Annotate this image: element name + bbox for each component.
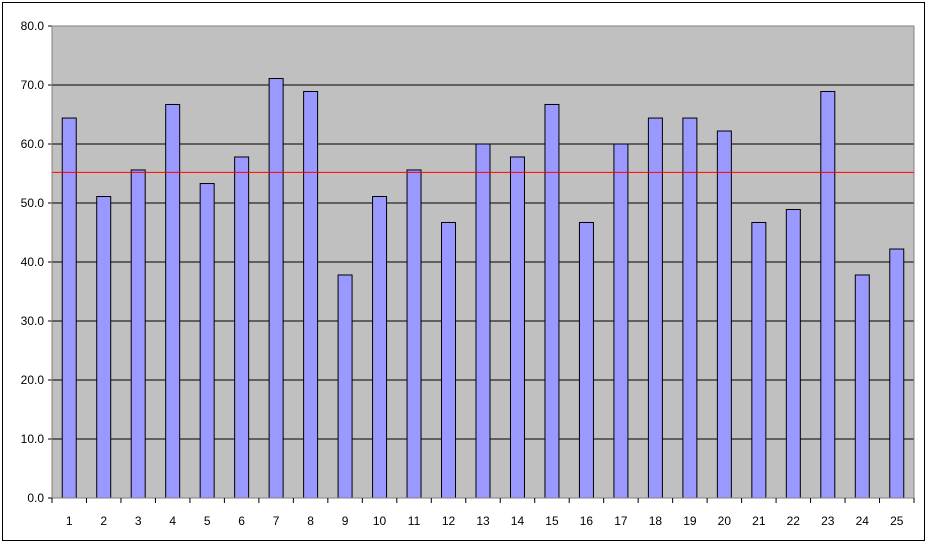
x-tick-label: 22 bbox=[787, 514, 801, 528]
x-tick-label: 6 bbox=[238, 514, 245, 528]
bar bbox=[475, 143, 491, 499]
x-tick-label: 1 bbox=[66, 514, 73, 528]
bar bbox=[716, 130, 732, 499]
y-tick-label: 10.0 bbox=[21, 432, 45, 446]
x-tick-label: 20 bbox=[718, 514, 732, 528]
plot-border bbox=[51, 25, 915, 499]
bar bbox=[372, 196, 388, 499]
x-tick-label: 12 bbox=[442, 514, 456, 528]
bars bbox=[61, 78, 905, 499]
x-tick-label: 16 bbox=[580, 514, 594, 528]
bar bbox=[165, 103, 181, 499]
y-tick-label: 40.0 bbox=[21, 255, 45, 269]
x-tick-label: 11 bbox=[408, 514, 421, 528]
x-tick-label: 3 bbox=[135, 514, 142, 528]
bar bbox=[406, 169, 422, 499]
x-tick-label: 14 bbox=[511, 514, 525, 528]
x-tick-label: 8 bbox=[307, 514, 314, 528]
bar bbox=[682, 117, 698, 499]
bar bbox=[234, 156, 250, 499]
bar bbox=[268, 78, 284, 499]
x-tick-label: 15 bbox=[545, 514, 559, 528]
bar bbox=[647, 117, 663, 499]
bar bbox=[61, 117, 77, 499]
x-tick-label: 13 bbox=[476, 514, 490, 528]
y-axis-labels: 0.0 10.0 20.0 30.0 40.0 50.0 60.0 70.0 80.0 bbox=[21, 19, 45, 505]
bar bbox=[130, 169, 146, 499]
bar bbox=[889, 248, 905, 499]
bar bbox=[509, 156, 525, 499]
x-tick-label: 17 bbox=[614, 514, 628, 528]
x-tick-label: 19 bbox=[683, 514, 697, 528]
y-tick-label: 70.0 bbox=[21, 78, 45, 92]
x-tick-label: 2 bbox=[100, 514, 107, 528]
x-tick-label: 9 bbox=[342, 514, 349, 528]
y-tick-label: 80.0 bbox=[21, 19, 45, 33]
bar bbox=[578, 221, 594, 499]
x-tick-label: 23 bbox=[821, 514, 835, 528]
x-tick-label: 24 bbox=[856, 514, 870, 528]
y-tick-label: 60.0 bbox=[21, 137, 45, 151]
y-tick-label: 30.0 bbox=[21, 314, 45, 328]
bar bbox=[820, 90, 836, 499]
y-tick-label: 0.0 bbox=[27, 491, 44, 505]
y-tick-label: 50.0 bbox=[21, 196, 45, 210]
bar bbox=[613, 143, 629, 499]
y-tick-label: 20.0 bbox=[21, 373, 45, 387]
bar bbox=[96, 196, 112, 499]
bar bbox=[751, 221, 767, 499]
bar bbox=[199, 183, 215, 499]
bar bbox=[544, 103, 560, 499]
x-tick-label: 25 bbox=[890, 514, 904, 528]
bar bbox=[337, 274, 353, 499]
x-axis-labels: 1 2 3 4 5 6 7 8 9 10 11 12 13 14 15 16 17 18 19 20 21 22 23 24 2… bbox=[66, 514, 904, 528]
axes bbox=[51, 25, 915, 503]
x-tick-label: 18 bbox=[649, 514, 663, 528]
x-tick-label: 5 bbox=[204, 514, 211, 528]
x-tick-label: 21 bbox=[752, 514, 766, 528]
bar bbox=[441, 221, 457, 499]
x-tick-label: 10 bbox=[373, 514, 387, 528]
x-tick-label: 4 bbox=[169, 514, 176, 528]
bar bbox=[785, 208, 801, 499]
x-tick-label: 7 bbox=[273, 514, 280, 528]
bar bbox=[854, 274, 870, 499]
bar bbox=[303, 90, 319, 499]
